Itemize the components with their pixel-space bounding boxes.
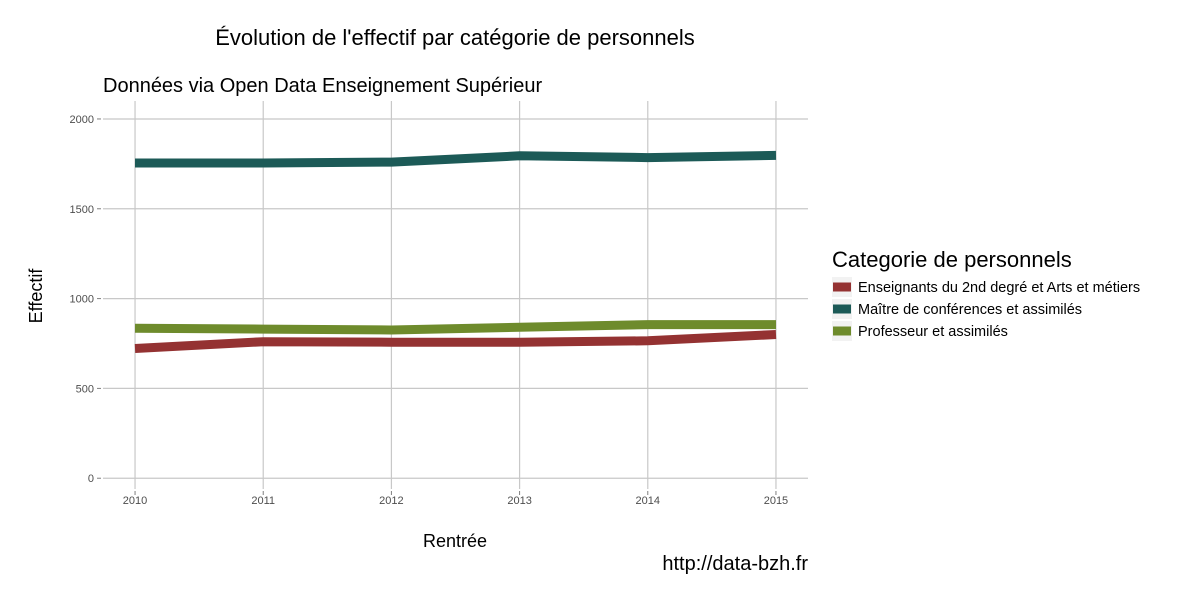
x-tick-label: 2010 — [123, 495, 147, 507]
y-tick-label: 1500 — [70, 204, 94, 216]
legend-label: Maître de conférences et assimilés — [858, 302, 1082, 318]
legend-swatch — [833, 326, 851, 336]
legend-label: Enseignants du 2nd degré et Arts et méti… — [858, 280, 1140, 296]
series-lines — [134, 150, 777, 353]
legend-swatch — [833, 304, 851, 314]
chart-title: Évolution de l'effectif par catégorie de… — [215, 25, 695, 50]
x-axis-label: Rentrée — [423, 531, 487, 551]
y-tick-label: 0 — [88, 473, 94, 485]
x-tick-label: 2012 — [379, 495, 403, 507]
y-tick-label: 1000 — [70, 294, 94, 306]
series-line-2 — [135, 150, 777, 168]
x-tick-label: 2013 — [507, 495, 531, 507]
x-axis-ticks: 2010 2011 2012 2013 2014 2015 — [123, 491, 788, 507]
caption: http://data-bzh.fr — [662, 553, 808, 575]
x-tick-label: 2014 — [636, 495, 660, 507]
y-tick-label: 500 — [76, 383, 94, 395]
y-axis-ticks: 0 500 1000 1500 2000 — [70, 114, 101, 485]
chart-subtitle: Données via Open Data Enseignement Supér… — [103, 75, 543, 97]
y-tick-label: 2000 — [70, 114, 94, 126]
legend-label: Professeur et assimilés — [858, 324, 1008, 340]
series-line-1 — [134, 330, 777, 353]
series-line-3 — [134, 320, 776, 335]
legend: Enseignants du 2nd degré et Arts et méti… — [832, 277, 1140, 341]
legend-swatch — [833, 282, 851, 292]
y-axis-label: Effectif — [26, 268, 46, 324]
x-tick-label: 2015 — [764, 495, 788, 507]
x-tick-label: 2011 — [251, 495, 275, 507]
legend-title: Categorie de personnels — [832, 247, 1072, 272]
